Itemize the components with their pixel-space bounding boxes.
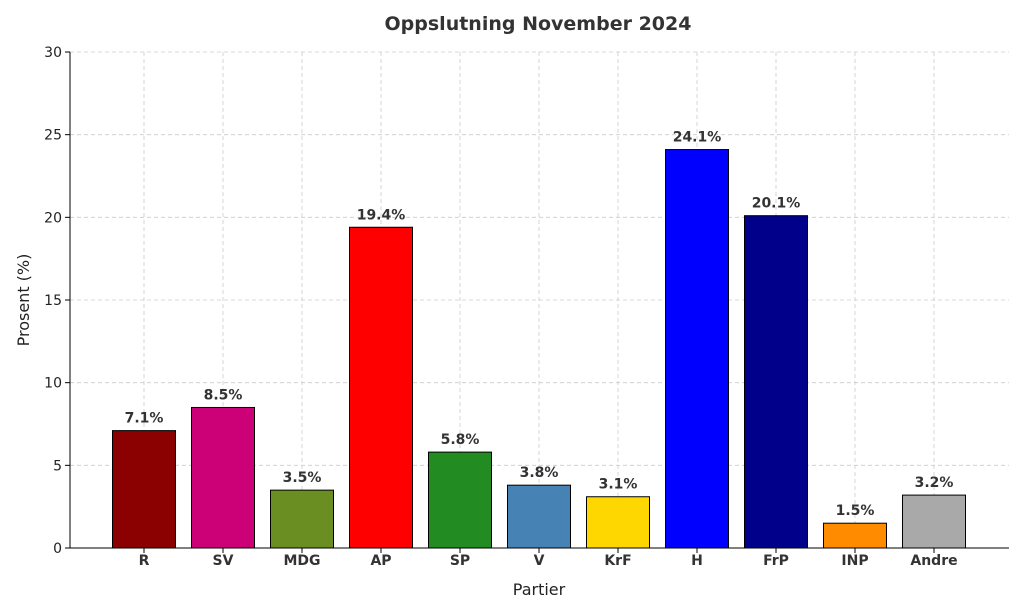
bar-r: [112, 430, 176, 549]
y-tick-label: 30: [44, 45, 62, 61]
bar-ap: [349, 226, 413, 549]
y-tick-label: 5: [53, 458, 62, 474]
data-label-ap: 19.4%: [357, 207, 406, 223]
bar-krf: [586, 496, 650, 549]
x-tick-label-h: H: [691, 553, 703, 569]
y-tick-label: 0: [53, 541, 62, 557]
data-label-krf: 3.1%: [599, 477, 638, 493]
y-ticks: 0 5 10 15 20 25 30: [44, 45, 70, 557]
bar-inp: [823, 522, 887, 549]
bars: [112, 149, 966, 549]
data-label-r: 7.1%: [125, 411, 164, 427]
y-tick-label: 10: [44, 376, 62, 392]
data-label-sp: 5.8%: [441, 432, 480, 448]
x-tick-label-r: R: [139, 553, 150, 569]
x-tick-label-krf: KrF: [604, 553, 631, 569]
bar-frp: [744, 215, 808, 549]
x-tick-label-inp: INP: [841, 553, 868, 569]
data-label-h: 24.1%: [673, 130, 722, 146]
bar-sv: [191, 406, 255, 549]
data-label-sv: 8.5%: [204, 387, 243, 403]
bar-h: [665, 149, 729, 549]
y-tick-label: 25: [44, 128, 62, 144]
x-tick-label-v: V: [534, 553, 545, 569]
chart-title: Oppslutning November 2024: [385, 13, 692, 35]
bar-v: [507, 484, 571, 549]
x-axis-label: Partier: [513, 580, 566, 599]
x-tick-label-andre: Andre: [910, 553, 957, 569]
data-label-inp: 1.5%: [836, 503, 875, 519]
data-label-andre: 3.2%: [915, 475, 954, 491]
x-tick-label-sv: SV: [213, 553, 234, 569]
x-tick-label-sp: SP: [450, 553, 470, 569]
x-ticks: R SV MDG AP SP V KrF H FrP INP Andre: [139, 548, 958, 569]
y-tick-label: 15: [44, 293, 62, 309]
bar-mdg: [270, 489, 334, 549]
data-label-v: 3.8%: [520, 465, 559, 481]
x-tick-label-frp: FrP: [763, 553, 789, 569]
x-tick-label-mdg: MDG: [283, 553, 320, 569]
bar-andre: [902, 494, 966, 549]
x-tick-label-ap: AP: [370, 553, 391, 569]
data-label-frp: 20.1%: [752, 196, 801, 212]
y-tick-label: 20: [44, 210, 62, 226]
data-label-mdg: 3.5%: [283, 470, 322, 486]
data-labels: 7.1% 8.5% 3.5% 19.4% 5.8% 3.8% 3.1% 24.1% 20.1% 1…: [125, 130, 954, 520]
y-axis-label: Prosent (%): [14, 254, 33, 347]
bar-sp: [428, 451, 492, 549]
